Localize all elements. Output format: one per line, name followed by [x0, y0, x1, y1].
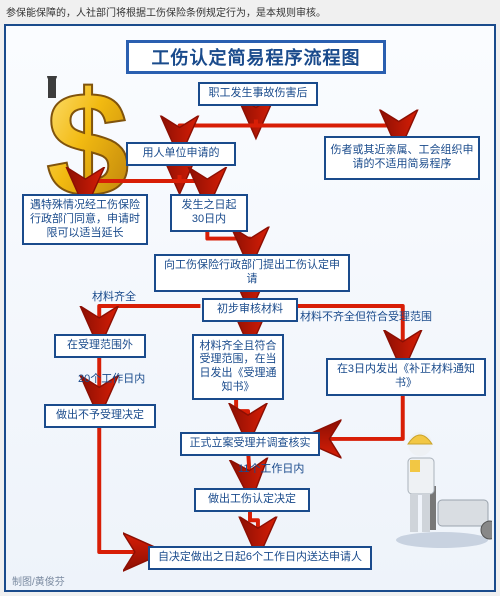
flow-node-n6r: 在3日内发出《补正材料通知书》 [326, 358, 486, 396]
flow-node-n6l: 在受理范围外 [54, 334, 146, 358]
flow-node-n7l: 做出不予受理决定 [44, 404, 156, 428]
credit-text: 制图/黄俊芬 [12, 573, 65, 588]
flow-node-n5: 初步审核材料 [202, 298, 298, 322]
edge-label-e_l3: 材料不齐全但符合受理范围 [300, 308, 432, 324]
flow-node-n9: 做出工伤认定决定 [194, 488, 310, 512]
flow-node-n2r: 伤者或其近亲属、工会组织申请的不适用简易程序 [324, 136, 480, 180]
flow-node-n3r: 发生之日起30日内 [170, 194, 248, 232]
edge-label-e_l1: 材料齐全 [92, 288, 136, 304]
arrow-16 [99, 421, 147, 552]
edge-label-e_l4: 11个工作日内 [238, 460, 304, 476]
flowchart-frame: 工伤认定简易程序流程图 $ 制图/黄俊芬 职工发生事故伤 [4, 24, 496, 592]
flow-node-n10: 自决定做出之日起6个工作日内送达申请人 [148, 546, 372, 570]
arrow-1 [180, 120, 256, 140]
flowchart-title: 工伤认定简易程序流程图 [126, 40, 386, 74]
arrow-5 [180, 175, 208, 191]
flow-node-n6m: 材料齐全且符合受理范围，在当日发出《受理通知书》 [192, 334, 284, 400]
arrow-4 [85, 175, 179, 191]
arrow-2 [256, 120, 399, 134]
flow-node-n2l: 用人单位申请的 [126, 142, 236, 166]
flow-node-n1: 职工发生事故伤害后 [198, 82, 318, 106]
edge-label-e_l2: 20个工作日内 [78, 370, 145, 386]
flowchart-title-text: 工伤认定简易程序流程图 [152, 44, 361, 70]
context-snippet: 参保能保障的，人社部门将根据工伤保险条例规定行为，是本规则审核。 [6, 4, 326, 19]
flow-node-n8: 正式立案受理并调查核实 [180, 432, 320, 456]
arrow-9 [99, 306, 200, 330]
flow-node-n3l: 遇特殊情况经工伤保险行政部门同意，申请时限可以适当延长 [22, 194, 148, 245]
flow-node-n4: 向工伤保险行政部门提出工伤认定申请 [154, 254, 350, 292]
arrow-12 [236, 397, 248, 427]
